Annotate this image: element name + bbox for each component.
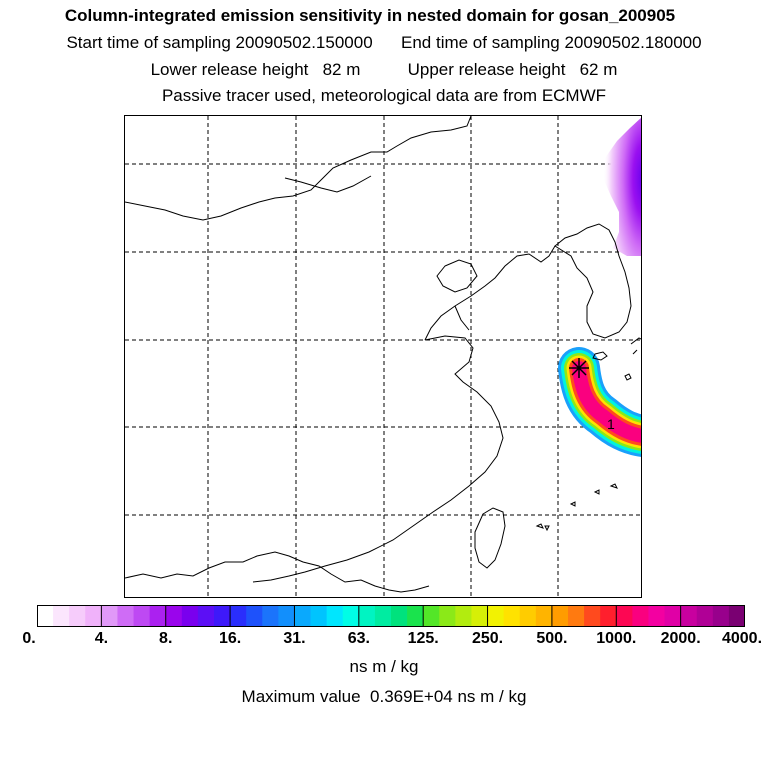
colorbar-cell [133, 605, 151, 627]
star-marker-icon[interactable] [569, 358, 589, 378]
colorbar-cell [648, 605, 666, 627]
colorbar-cell [85, 605, 102, 627]
colorbar-cell [149, 605, 167, 627]
colorbar-cell [696, 605, 714, 627]
colorbar-cell [455, 605, 473, 627]
colorbar-cell [568, 605, 585, 627]
end-time-label: End time of sampling 20090502.180000 [401, 33, 702, 52]
sensitivity-field-northeast [603, 117, 641, 256]
japan-kyushu [624, 337, 641, 381]
plume-age-label: 1 [607, 416, 615, 432]
colorbar-cell [584, 605, 601, 627]
colorbar-cell [423, 605, 440, 627]
small-islands [535, 523, 550, 532]
colorbar-cell [503, 605, 521, 627]
mongolia-border [125, 116, 472, 221]
ryukyu-islands [569, 483, 618, 507]
sensitivity-plume [558, 347, 641, 457]
upper-height-label: Upper release height 62 m [407, 60, 618, 79]
colorbar-tick-label: 4000. [721, 630, 763, 647]
colorbar-cell [117, 605, 135, 627]
start-time-label: Start time of sampling 20090502.150000 [66, 33, 373, 52]
jeju-island [592, 351, 608, 361]
colorbar-units: ns m / kg [349, 657, 419, 676]
colorbar-cell [616, 605, 633, 627]
taiwan-island [474, 507, 506, 569]
colorbar-cell [728, 605, 745, 627]
colorbar-tick-label: 0. [22, 630, 36, 647]
colorbar-cell [246, 605, 263, 627]
graticule [125, 116, 641, 597]
liaodong-shandong [436, 259, 478, 293]
colorbar-tick-label: 8. [159, 630, 173, 647]
colorbar-cell [197, 605, 215, 627]
colorbar-cell [519, 605, 537, 627]
north-china-coast [252, 335, 504, 583]
release-heights: Lower release height 82 m Upper release … [0, 60, 768, 80]
colorbar-tick-label: 1000. [596, 630, 637, 647]
river-lines [284, 175, 470, 331]
colorbar-cell [326, 605, 344, 627]
colorbar [37, 605, 745, 627]
tracer-note: Passive tracer used, meteorological data… [161, 86, 607, 105]
bohai-coast [424, 245, 556, 341]
colorbar-tick-label: 2000. [660, 630, 701, 647]
colorbar-tick-label: 250. [471, 630, 504, 647]
colorbar-cell [600, 605, 617, 627]
colorbar-cell [37, 605, 54, 627]
colorbar-cell [439, 605, 456, 627]
colorbar-tick-label: 16. [218, 630, 242, 647]
colorbar-cell [53, 605, 70, 627]
colorbar-cell [712, 605, 730, 627]
colorbar-cell [551, 605, 569, 627]
plot-title: Column-integrated emission sensitivity i… [64, 6, 676, 25]
colorbar-tick-label: 4. [94, 630, 109, 647]
map-canvas: 1 [125, 116, 641, 597]
colorbar-cell [214, 605, 231, 627]
sampling-times: Start time of sampling 20090502.150000 E… [0, 33, 768, 53]
colorbar-cell [358, 605, 376, 627]
colorbar-cell [487, 605, 505, 627]
lower-height-label: Lower release height 82 m [150, 60, 361, 79]
colorbar-cell [230, 605, 247, 627]
maximum-value: Maximum value 0.369E+04 ns m / kg [241, 687, 527, 706]
colorbar-cell [664, 605, 682, 627]
colorbar-tick-label: 125. [407, 630, 439, 647]
colorbar-cell [165, 605, 183, 627]
colorbar-cell [278, 605, 296, 627]
colorbar-tick-label: 31. [283, 630, 306, 647]
colorbar-cell [632, 605, 650, 627]
colorbar-cell [471, 605, 489, 627]
colorbar-cell [310, 605, 328, 627]
south-china-coast [125, 551, 430, 593]
colorbar-cell [342, 605, 360, 627]
colorbar-cell [101, 605, 119, 627]
map-panel[interactable]: 1 [124, 115, 642, 598]
colorbar-frame [37, 605, 745, 627]
colorbar-cell [69, 605, 86, 627]
colorbar-cell [181, 605, 199, 627]
colorbar-tick-label: 500. [536, 630, 568, 647]
colorbar-cell [294, 605, 312, 627]
colorbar-cell [374, 605, 392, 627]
colorbar-dividers [100, 605, 682, 627]
colorbar-cell [407, 605, 424, 627]
colorbar-cell [535, 605, 553, 627]
colorbar-tick-label: 63. [347, 630, 370, 647]
korea-peninsula [554, 223, 632, 339]
colorbar-cells [37, 605, 745, 627]
colorbar-cell [262, 605, 279, 627]
colorbar-cell [391, 605, 408, 627]
coastlines [125, 116, 641, 593]
colorbar-cell [680, 605, 698, 627]
